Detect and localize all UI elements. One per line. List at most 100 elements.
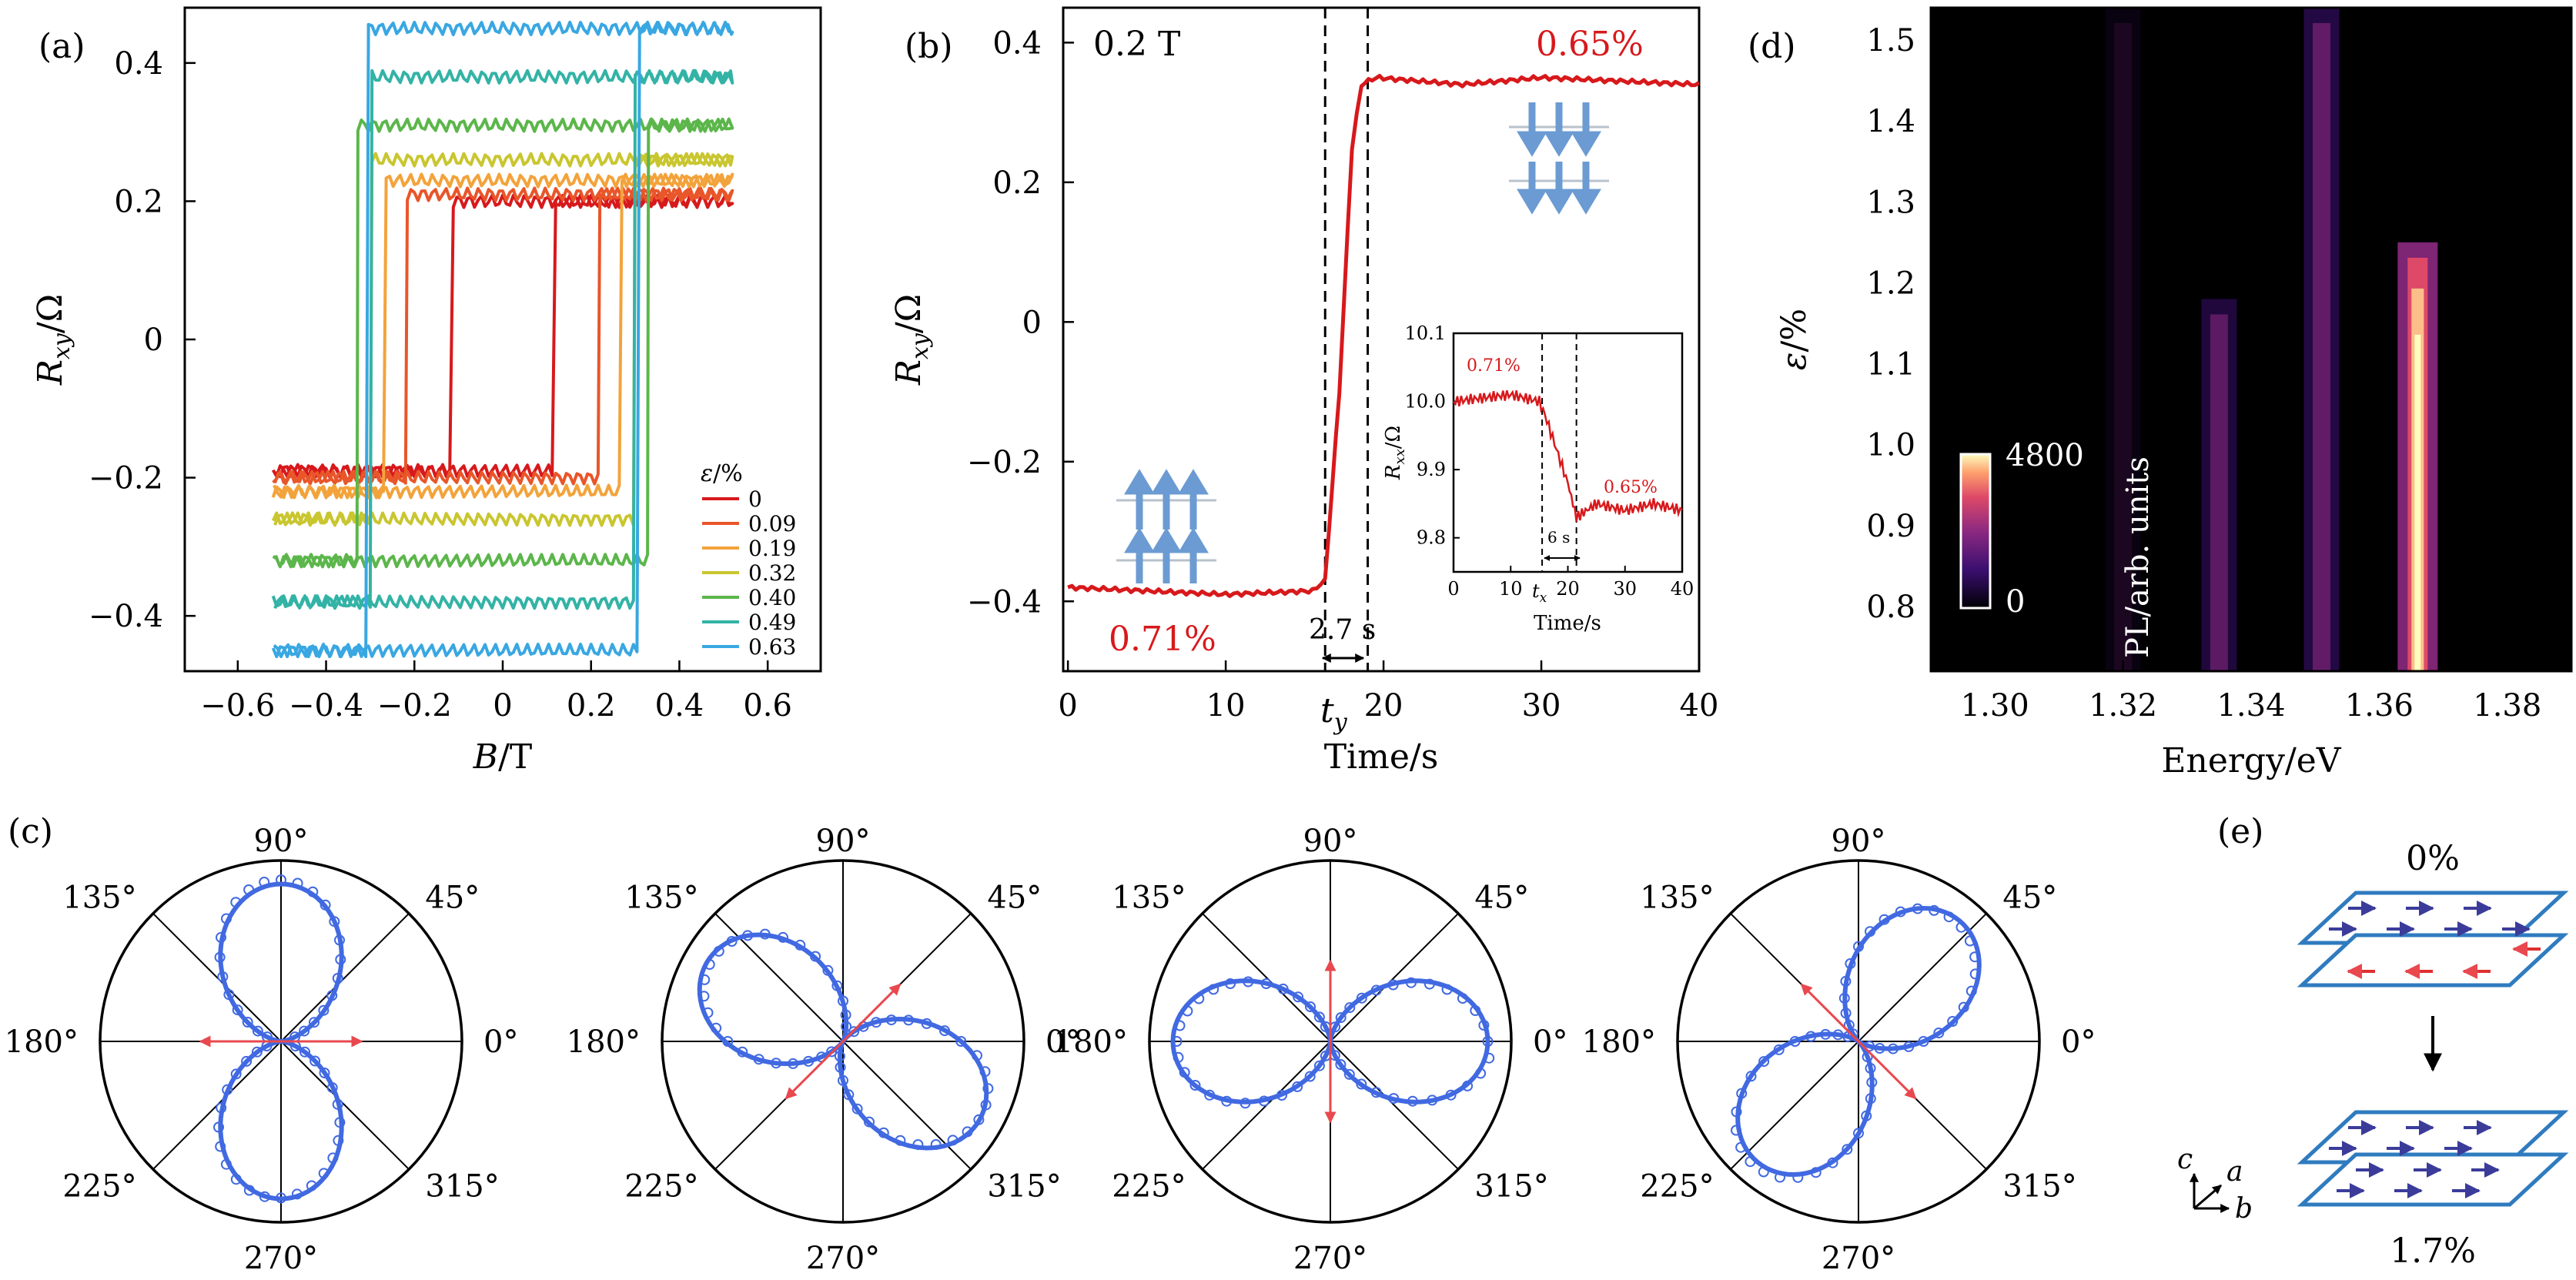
polar-data-point xyxy=(335,954,346,965)
polar-data-point xyxy=(318,1004,330,1016)
polar-data-point xyxy=(962,1126,973,1138)
polar-data-point xyxy=(1193,993,1205,1004)
polar-angle-label: 90° xyxy=(1832,824,1886,859)
hysteresis-loop-0.32 xyxy=(271,152,734,527)
polar-data-point xyxy=(221,913,232,924)
panel-a-legend: ε/% 00.090.190.320.400.490.63 xyxy=(701,460,796,660)
hysteresis-loop-0 xyxy=(271,193,734,479)
panel-d-xlabel: Energy/eV xyxy=(2161,741,2341,780)
polar-data-point xyxy=(332,973,343,984)
x-tick-label: 20 xyxy=(1364,688,1403,724)
y-tick-label: 0.2 xyxy=(992,165,1042,201)
inset-xlabel: Time/s xyxy=(1534,612,1601,635)
polar-data-point xyxy=(299,1046,310,1058)
inset-strain-before: 0.71% xyxy=(1467,356,1521,376)
polar-data-point xyxy=(1243,976,1254,988)
polar-data-point xyxy=(795,939,806,951)
polar-data-point xyxy=(1947,1016,1959,1027)
panel-a: (a) −0.6 −0.4 −0.2 0 0.2 0.4 0.6 −0.4 −0.2 0 0.2 0.… xyxy=(31,6,822,777)
y-tick-label: 0.8 xyxy=(1866,590,1915,625)
y-tick-label: −0.4 xyxy=(89,599,163,634)
polar-data-point xyxy=(1865,926,1875,937)
rxx-trace xyxy=(1453,389,1683,522)
legend-entry: 0.09 xyxy=(748,511,796,536)
panel-b-xlabel: Time/s xyxy=(1324,737,1439,777)
panel-d-ticks: 1.30 1.32 1.34 1.36 1.38 0.8 0.9 1.0 1.1 1.2 1.3 1.… xyxy=(1866,23,2541,724)
colorbar-label: PL/arb. units xyxy=(2120,456,2156,658)
polar-angle-label: 270° xyxy=(244,1241,318,1276)
polar-data-point xyxy=(306,1180,317,1191)
panel-a-xlabel: B/T xyxy=(473,737,533,777)
x-tick-label: −0.2 xyxy=(377,688,452,724)
polar-data-point xyxy=(309,1017,319,1028)
polar-data-point xyxy=(1344,1002,1356,1014)
polar-data-point xyxy=(1745,1071,1757,1082)
legend-entry: 0.49 xyxy=(748,610,796,635)
polar-data-point xyxy=(243,1185,255,1196)
polar-data-point xyxy=(217,971,229,982)
legend-title: ε/% xyxy=(701,460,743,487)
polar-angle-label: 135° xyxy=(1640,881,1714,916)
polar-data-point xyxy=(1260,978,1272,989)
polar-data-point xyxy=(1356,1078,1367,1090)
strain-after-label: 0.65% xyxy=(1536,25,1644,64)
y-tick-label: 1.5 xyxy=(1866,23,1915,58)
polar-angle-label: 315° xyxy=(987,1168,1061,1204)
legend-entry: 0.32 xyxy=(748,560,796,586)
polar-data-point xyxy=(326,990,338,1001)
polar-angle-label: 225° xyxy=(1112,1168,1186,1204)
polar-angle-label: 90° xyxy=(1303,824,1358,859)
polar-data-point xyxy=(726,936,738,947)
polar-data-point xyxy=(1182,1005,1193,1017)
polar-angle-label: 270° xyxy=(1293,1241,1367,1276)
pl-peak-glow xyxy=(2105,8,2141,671)
inset-frame xyxy=(1452,332,1684,573)
polar-data-point xyxy=(1305,1001,1316,1012)
polar-data-point xyxy=(1736,1088,1748,1099)
polar-data-point xyxy=(230,1068,242,1080)
polar-data-point xyxy=(1475,1068,1487,1079)
y-tick-label: 0 xyxy=(1022,305,1042,340)
polar-data-point xyxy=(318,1168,330,1179)
polar-data-point xyxy=(1773,1044,1785,1055)
polar-data-point xyxy=(742,930,754,941)
polar-data-point xyxy=(704,959,715,970)
polar-data-point xyxy=(1204,1089,1216,1101)
polar-data-point xyxy=(1445,1089,1457,1101)
polar-data-point xyxy=(1912,903,1923,914)
polar-data-point xyxy=(1853,941,1864,952)
polar-data-point xyxy=(216,1102,227,1114)
polar-data-point xyxy=(930,1139,942,1150)
panel-d-label: (d) xyxy=(1748,27,1796,66)
polar-data-point xyxy=(759,928,771,940)
polar-data-point xyxy=(1387,979,1399,991)
x-tick-label: 1.30 xyxy=(1961,688,2029,724)
polar-data-point xyxy=(241,1055,253,1067)
heatmap-peaks xyxy=(2105,8,2438,671)
y-tick-label: 1.2 xyxy=(1866,266,1915,301)
polar-data-point xyxy=(1789,1036,1801,1047)
polar-data-point xyxy=(822,964,834,976)
polar-data-point xyxy=(980,1099,992,1111)
polar-data-point xyxy=(276,1192,286,1204)
polar-data-point xyxy=(1878,914,1890,925)
panel-b-plot xyxy=(1067,8,1699,671)
inset-y-tick-label: 9.9 xyxy=(1417,459,1446,480)
polar-data-point xyxy=(1335,1012,1347,1024)
polar-data-point xyxy=(1943,911,1955,923)
pl-peak-center xyxy=(2414,334,2421,671)
polar-data-point xyxy=(1731,1106,1742,1118)
layer-stack-top xyxy=(2297,891,2569,988)
polar-data-point xyxy=(1304,1071,1316,1082)
polar-data-point xyxy=(864,1116,875,1128)
inset-interval-label: 6 s xyxy=(1547,528,1570,546)
polar-data-point xyxy=(972,1050,982,1061)
spin-axis-arrow-icon xyxy=(1800,983,1917,1100)
panel-b-label: (b) xyxy=(905,27,953,66)
polar-data-point xyxy=(1484,1052,1495,1064)
panel-d-ylabel: ε/% xyxy=(1775,309,1814,370)
panel-c-label: (c) xyxy=(8,812,53,851)
polar-data-point xyxy=(1810,1167,1822,1178)
polar-plot-2: 0° 45° 90° 135° 180° 225° 270° 315° xyxy=(567,824,1081,1276)
polar-angle-label: 0° xyxy=(2061,1024,2096,1060)
